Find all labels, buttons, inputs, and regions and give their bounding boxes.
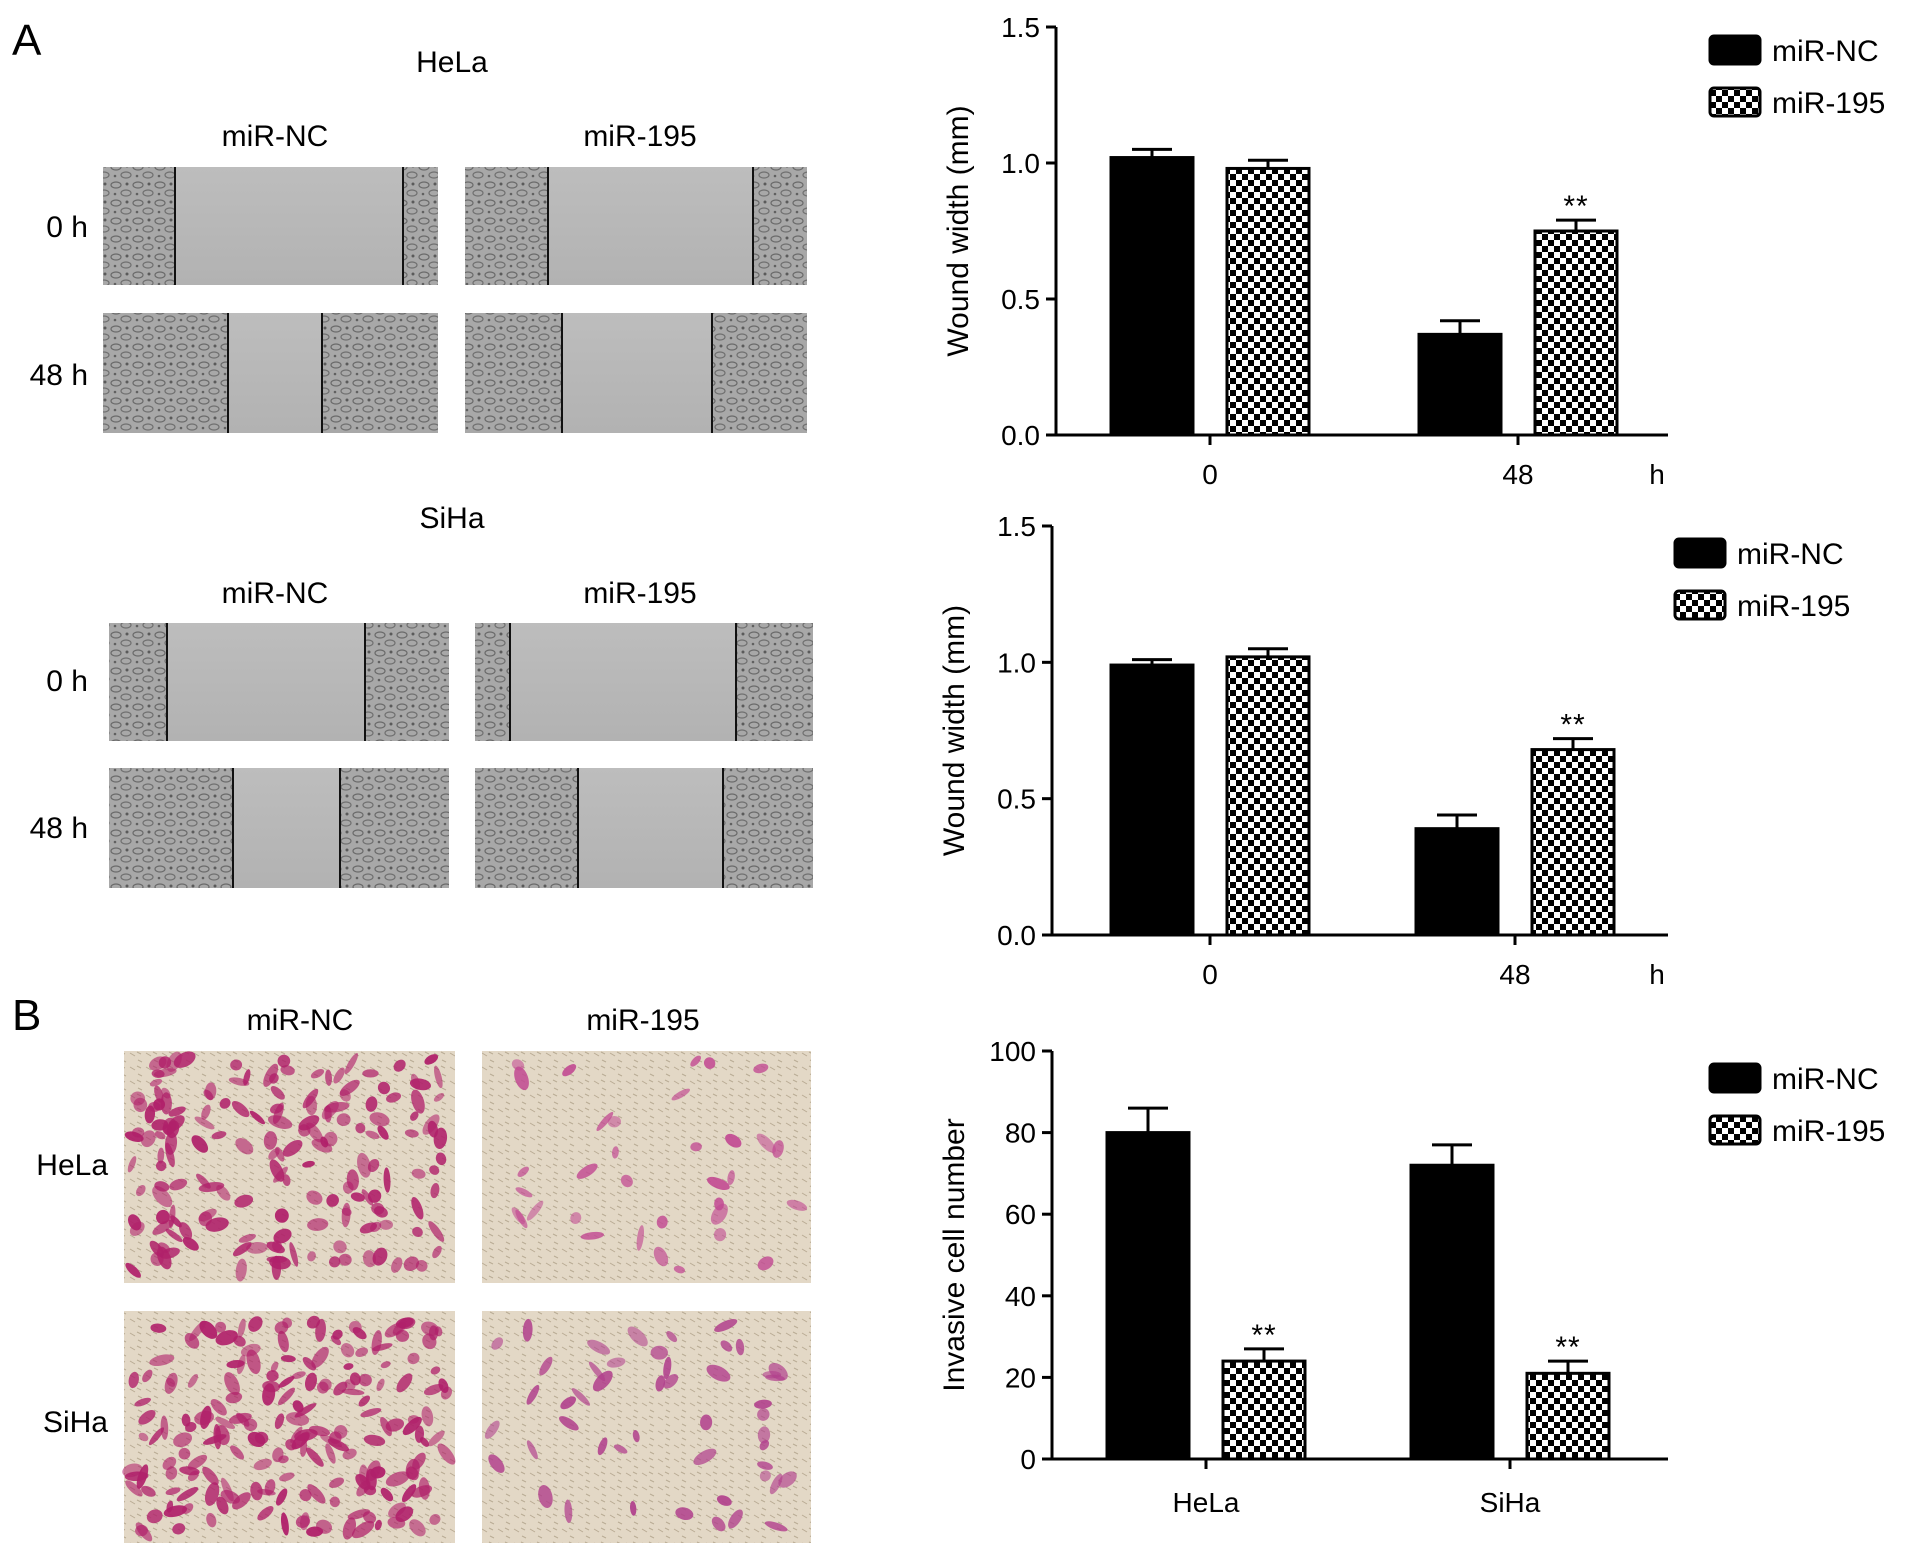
bar-miR-NC-0 — [1109, 663, 1195, 937]
bar-miR-NC-HeLa — [1105, 1131, 1191, 1461]
y-tick-label: 1.0 — [1001, 148, 1040, 179]
invasion-micrograph-siha-mir-195 — [482, 1311, 811, 1543]
significance-marker: ** — [1563, 190, 1588, 223]
x-tick-label: SiHa — [1480, 1487, 1541, 1518]
y-tick-label: 1.5 — [997, 511, 1036, 542]
panel-letter-b: B — [12, 991, 41, 1040]
panel-letter-a: A — [12, 16, 42, 65]
legend-swatch-miR-195 — [1673, 589, 1727, 621]
y-tick-label: 80 — [1005, 1118, 1036, 1149]
bar-miR-195-48 — [1533, 229, 1619, 437]
siha-col-label-mir-nc: miR-NC — [222, 577, 329, 610]
hela-row-label-48h: 48 h — [30, 359, 88, 392]
hela-micrograph-0h-mir-nc — [103, 167, 438, 285]
legend-swatch-miR-NC — [1673, 537, 1727, 569]
hela-row-label-0h: 0 h — [46, 211, 88, 244]
bar-miR-195-HeLa — [1221, 1359, 1307, 1461]
siha-micrograph-0h-mir-nc — [109, 623, 449, 741]
hela-micrograph-0h-mir-195 — [465, 167, 807, 285]
siha-row-label-48h: 48 h — [30, 812, 88, 845]
y-tick-label: 0 — [1020, 1444, 1036, 1475]
bar-miR-195-0 — [1225, 166, 1311, 437]
legend-swatch-miR-195 — [1708, 1114, 1762, 1146]
wound-width-chart-siha: 0.0 0.5 1.0 1.5 Wound width (mm) 0 48 ** h miR-NC… — [938, 511, 1850, 990]
invasion-micrographs: miR-NC miR-195 HeLa SiHa — [36, 1004, 811, 1543]
y-tick-label: 1.5 — [1001, 12, 1040, 43]
legend-label-miR-NC: miR-NC — [1737, 538, 1844, 571]
invasive-cell-chart: 0 20 40 60 80 100 Invasive cell number HeLa ** Si… — [938, 1036, 1885, 1518]
invasion-micrograph-hela-mir-nc — [124, 1051, 455, 1283]
y-tick-label: 100 — [989, 1036, 1036, 1067]
siha-row-label-0h: 0 h — [46, 665, 88, 698]
x-axis-unit: h — [1649, 459, 1665, 490]
hela-col-label-mir-nc: miR-NC — [222, 120, 329, 153]
legend-label-miR-195: miR-195 — [1737, 590, 1850, 623]
legend-label-miR-NC: miR-NC — [1772, 35, 1879, 68]
hela-group-title: HeLa — [416, 46, 488, 79]
legend-swatch-miR-195 — [1708, 86, 1762, 118]
y-tick-label: 0.5 — [1001, 284, 1040, 315]
y-tick-label: 1.0 — [997, 647, 1036, 678]
legend-swatch-miR-NC — [1708, 1062, 1762, 1094]
bar-miR-NC-SiHa — [1409, 1163, 1495, 1461]
x-tick-label: HeLa — [1173, 1487, 1240, 1518]
invasion-micrograph-siha-mir-nc — [122, 1311, 456, 1543]
siha-micrograph-48h-mir-nc — [109, 768, 449, 888]
x-tick-label: 0 — [1202, 959, 1218, 990]
wound-width-chart-hela: 0.0 0.5 1.0 1.5 Wound width (mm) 0 48 ** h miR-NC… — [942, 12, 1885, 490]
x-tick-label: 0 — [1202, 459, 1218, 490]
x-axis-unit: h — [1649, 959, 1665, 990]
x-tick-label: 48 — [1502, 459, 1533, 490]
bar-miR-NC-48 — [1417, 332, 1503, 437]
significance-marker: ** — [1555, 1331, 1580, 1364]
y-tick-label: 60 — [1005, 1199, 1036, 1230]
legend-swatch-miR-NC — [1708, 34, 1762, 66]
invasion-micrograph-hela-mir-195 — [482, 1051, 811, 1283]
hela-micrograph-48h-mir-nc — [103, 313, 438, 433]
siha-wound-micrographs: SiHa miR-NC miR-195 0 h 48 h — [30, 502, 813, 888]
y-tick-label: 0.0 — [997, 920, 1036, 951]
legend-label-miR-195: miR-195 — [1772, 87, 1885, 120]
significance-marker: ** — [1251, 1319, 1276, 1352]
invasion-row-label-hela: HeLa — [36, 1149, 108, 1182]
bar-miR-195-SiHa — [1525, 1371, 1611, 1461]
y-axis-title: Invasive cell number — [938, 1118, 971, 1391]
y-tick-label: 0.5 — [997, 784, 1036, 815]
invasion-row-label-siha: SiHa — [43, 1406, 108, 1439]
y-tick-label: 20 — [1005, 1362, 1036, 1393]
hela-col-label-mir-195: miR-195 — [583, 120, 696, 153]
legend-label-miR-NC: miR-NC — [1772, 1063, 1879, 1096]
hela-wound-micrographs: HeLa miR-NC miR-195 0 h 48 h — [30, 46, 807, 433]
siha-group-title: SiHa — [419, 502, 484, 535]
y-tick-label: 40 — [1005, 1281, 1036, 1312]
hela-micrograph-48h-mir-195 — [465, 313, 807, 433]
x-tick-label: 48 — [1499, 959, 1530, 990]
bar-miR-NC-0 — [1109, 156, 1195, 437]
siha-micrograph-0h-mir-195 — [475, 623, 813, 741]
bar-miR-NC-48 — [1414, 827, 1500, 937]
significance-marker: ** — [1560, 709, 1585, 742]
siha-micrograph-48h-mir-195 — [475, 768, 813, 888]
invasion-col-label-mir-195: miR-195 — [586, 1004, 699, 1037]
invasion-col-label-mir-nc: miR-NC — [247, 1004, 354, 1037]
y-axis-title: Wound width (mm) — [942, 105, 975, 356]
bar-miR-195-0 — [1225, 655, 1311, 937]
y-axis-title: Wound width (mm) — [938, 605, 971, 856]
siha-col-label-mir-195: miR-195 — [583, 577, 696, 610]
y-tick-label: 0.0 — [1001, 420, 1040, 451]
legend-label-miR-195: miR-195 — [1772, 1115, 1885, 1148]
bar-miR-195-48 — [1530, 748, 1616, 937]
